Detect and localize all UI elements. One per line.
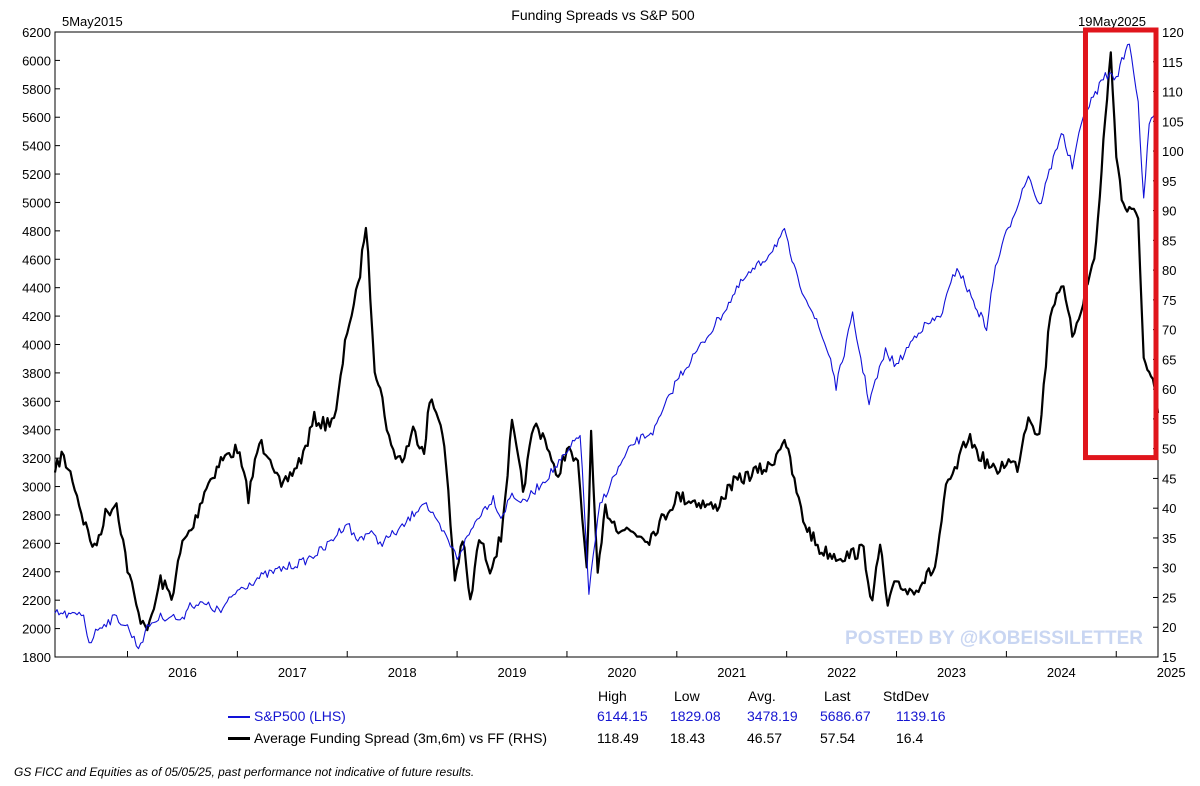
right-axis-tick-label: 50 bbox=[1162, 442, 1176, 457]
plot-frame bbox=[54, 31, 1159, 658]
right-axis-tick-label: 40 bbox=[1162, 501, 1176, 516]
x-axis-tick-label: 2019 bbox=[498, 665, 527, 680]
right-axis-tick-label: 115 bbox=[1162, 55, 1183, 70]
left-axis-tick-label: 6000 bbox=[22, 53, 51, 68]
left-axis-tick-label: 5200 bbox=[22, 167, 51, 182]
left-axis-tick-label: 6200 bbox=[22, 25, 51, 40]
legend-spread-line bbox=[228, 737, 250, 740]
right-axis-tick-label: 80 bbox=[1162, 263, 1176, 278]
left-axis-tick-label: 2800 bbox=[22, 508, 51, 523]
sp500-avg: 3478.19 bbox=[747, 708, 798, 724]
right-axis-tick-label: 70 bbox=[1162, 323, 1176, 338]
left-axis-tick-label: 3400 bbox=[22, 423, 51, 438]
stats-header-low: Low bbox=[674, 688, 700, 704]
x-axis-tick-label: 2022 bbox=[827, 665, 856, 680]
right-axis-tick-label: 65 bbox=[1162, 352, 1176, 367]
right-axis-tick-label: 15 bbox=[1162, 650, 1176, 665]
left-axis-tick-label: 2400 bbox=[22, 565, 51, 580]
left-axis-tick-label: 2200 bbox=[22, 593, 51, 608]
stats-header-high: High bbox=[598, 688, 627, 704]
right-axis-tick-label: 60 bbox=[1162, 382, 1176, 397]
left-axis-tick-label: 4600 bbox=[22, 252, 51, 267]
sp500-low: 1829.08 bbox=[670, 708, 721, 724]
left-axis-tick-label: 3600 bbox=[22, 394, 51, 409]
left-axis-tick-label: 3200 bbox=[22, 451, 51, 466]
legend-sp500-line bbox=[228, 716, 250, 718]
right-axis-tick-label: 110 bbox=[1162, 85, 1183, 100]
x-axis-tick-label: 2020 bbox=[607, 665, 636, 680]
series-line-sp500 bbox=[54, 43, 1159, 650]
right-axis-tick-label: 85 bbox=[1162, 233, 1176, 248]
sp500-stddev: 1139.16 bbox=[896, 708, 946, 724]
stats-header-avg: Avg. bbox=[748, 688, 776, 704]
right-axis-tick-label: 30 bbox=[1162, 561, 1176, 576]
left-axis-tick-label: 4400 bbox=[22, 281, 51, 296]
x-axis-tick-label: 2016 bbox=[168, 665, 197, 680]
right-axis-tick-label: 35 bbox=[1162, 531, 1176, 546]
chart-title: Funding Spreads vs S&P 500 bbox=[511, 7, 695, 23]
end-date-flag: 19May2025 bbox=[1078, 14, 1146, 29]
x-axis-tick-label: 2025 bbox=[1157, 665, 1186, 680]
right-axis-tick-label: 90 bbox=[1162, 204, 1176, 219]
stats-header-stddev: StdDev bbox=[883, 688, 929, 704]
right-axis-tick-label: 55 bbox=[1162, 412, 1176, 427]
start-date-flag: 5May2015 bbox=[62, 14, 123, 29]
chart: Funding Spreads vs S&P 500 5May2015 19Ma… bbox=[22, 7, 1186, 680]
spread-high: 118.49 bbox=[597, 730, 639, 746]
left-axis-tick-label: 5000 bbox=[22, 195, 51, 210]
x-axis-tick-label: 2017 bbox=[278, 665, 307, 680]
watermark: POSTED BY @KOBEISSILETTER bbox=[845, 628, 1143, 649]
legend-spread-label: Average Funding Spread (3m,6m) vs FF (RH… bbox=[254, 730, 548, 746]
x-axis-tick-label: 2024 bbox=[1047, 665, 1076, 680]
spread-last: 57.54 bbox=[820, 730, 856, 746]
x-axis-tick-label: 2023 bbox=[937, 665, 966, 680]
left-axis-tick-label: 4200 bbox=[22, 309, 51, 324]
left-axis-tick-label: 5400 bbox=[22, 139, 51, 154]
left-axis-tick-label: 2000 bbox=[22, 622, 51, 637]
footnote: GS FICC and Equities as of 05/05/25, pas… bbox=[14, 765, 475, 779]
right-axis-tick-label: 100 bbox=[1162, 144, 1184, 159]
right-axis-tick-label: 120 bbox=[1162, 25, 1184, 40]
x-axis-tick-label: 2018 bbox=[388, 665, 417, 680]
left-axis-tick-label: 4000 bbox=[22, 338, 51, 353]
left-axis-tick-label: 4800 bbox=[22, 224, 51, 239]
left-axis-tick-label: 1800 bbox=[22, 650, 51, 665]
right-axis-tick-label: 45 bbox=[1162, 471, 1176, 486]
legend-sp500-label: S&P500 (LHS) bbox=[254, 708, 346, 724]
sp500-last: 5686.67 bbox=[820, 708, 871, 724]
highlight-box bbox=[1082, 27, 1159, 461]
x-axis-tick-label: 2021 bbox=[717, 665, 746, 680]
right-axis-tick-label: 25 bbox=[1162, 590, 1176, 605]
spread-low: 18.43 bbox=[670, 730, 706, 746]
right-axis-tick-label: 75 bbox=[1162, 293, 1176, 308]
right-axis-tick-label: 105 bbox=[1162, 114, 1184, 129]
left-axis-tick-label: 2600 bbox=[22, 536, 51, 551]
sp500-high: 6144.15 bbox=[597, 708, 648, 724]
series-line-funding-spread bbox=[53, 51, 1160, 632]
left-axis-tick-label: 3000 bbox=[22, 480, 51, 495]
right-axis-tick-label: 95 bbox=[1162, 174, 1176, 189]
spread-stddev: 16.4 bbox=[896, 730, 924, 746]
left-axis-tick-label: 5600 bbox=[22, 110, 51, 125]
right-axis-tick-label: 20 bbox=[1162, 620, 1176, 635]
spread-avg: 46.57 bbox=[747, 730, 783, 746]
left-axis-tick-label: 5800 bbox=[22, 82, 51, 97]
left-axis-tick-label: 3800 bbox=[22, 366, 51, 381]
stats-header-last: Last bbox=[824, 688, 851, 704]
